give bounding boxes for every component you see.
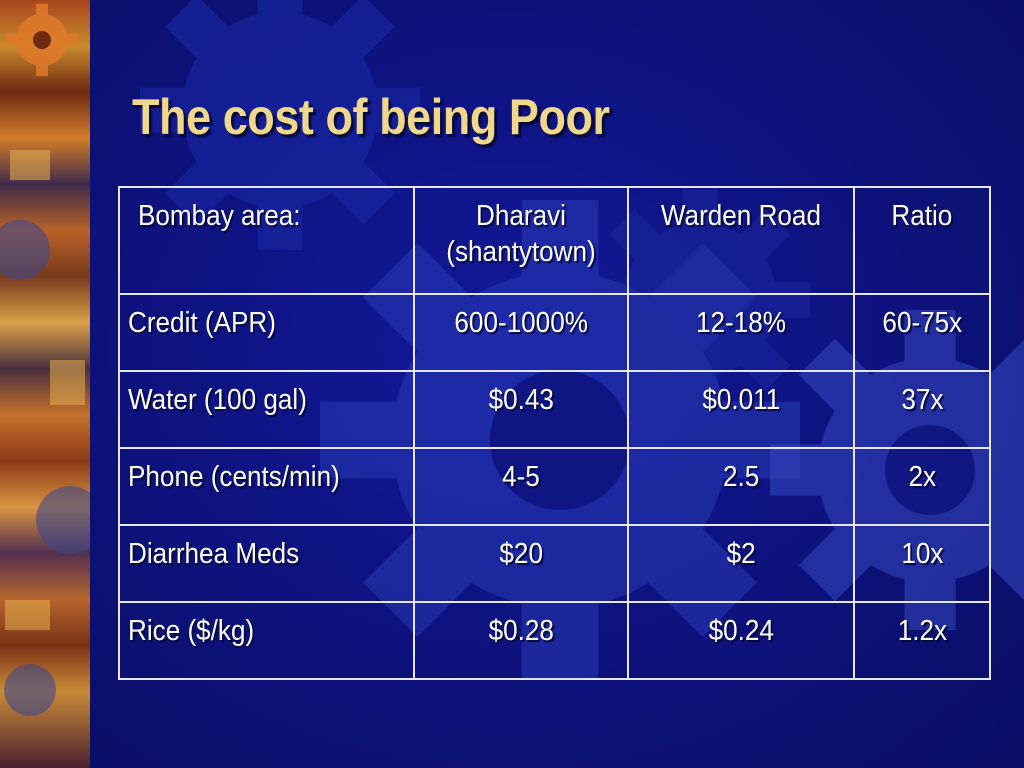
row-warden-value: 12-18% — [696, 307, 787, 339]
row-item-cell: Water (100 gal) — [117, 370, 416, 449]
row-ratio-cell: 37x — [853, 370, 991, 449]
row-ratio-value: 60-75x — [882, 307, 962, 339]
header-area-label: Bombay area: — [138, 200, 301, 232]
row-item: Diarrhea Meds — [128, 538, 300, 570]
row-item-cell: Phone (cents/min) — [117, 447, 416, 526]
table-row: Diarrhea Meds $20 $2 10x — [117, 524, 991, 603]
row-ratio-value: 10x — [901, 538, 944, 570]
row-item-cell: Diarrhea Meds — [117, 524, 416, 603]
row-warden-value: $0.011 — [702, 384, 780, 416]
header-dharavi: Dharavi (shantytown) — [413, 186, 629, 295]
header-dharavi-sublabel: (shantytown) — [446, 236, 596, 268]
row-warden-value: $2 — [726, 538, 756, 570]
row-warden-cell: $0.011 — [626, 370, 856, 449]
row-warden-value: $0.24 — [708, 615, 774, 647]
row-warden-cell: 2.5 — [626, 447, 856, 526]
table-row: Phone (cents/min) 4-5 2.5 2x — [117, 447, 991, 526]
row-item: Credit (APR) — [128, 307, 276, 339]
row-ratio-cell: 1.2x — [853, 601, 991, 680]
cost-comparison-table: Bombay area: Dharavi (shantytown) Warden… — [117, 186, 991, 680]
row-ratio-value: 37x — [901, 384, 944, 416]
table-row: Rice ($/kg) $0.28 $0.24 1.2x — [117, 601, 991, 680]
row-warden-value: 2.5 — [722, 461, 760, 493]
row-warden-cell: $0.24 — [626, 601, 856, 680]
row-dharavi-value: $20 — [499, 538, 543, 570]
row-dharavi-value: 600-1000% — [454, 307, 588, 339]
row-dharavi-value: 4-5 — [502, 461, 540, 493]
table-header-row: Bombay area: Dharavi (shantytown) Warden… — [117, 186, 991, 295]
row-dharavi-value: $0.28 — [488, 615, 554, 647]
header-ratio: Ratio — [853, 186, 991, 295]
row-item: Water (100 gal) — [128, 384, 307, 416]
row-warden-cell: 12-18% — [626, 293, 856, 372]
header-warden-label: Warden Road — [660, 200, 822, 232]
row-dharavi-value: $0.43 — [488, 384, 554, 416]
header-warden-road: Warden Road — [626, 186, 856, 295]
row-ratio-cell: 2x — [853, 447, 991, 526]
header-area: Bombay area: — [117, 186, 416, 295]
row-item-cell: Credit (APR) — [117, 293, 416, 372]
decorative-left-strip — [0, 0, 90, 768]
header-ratio-label: Ratio — [891, 200, 953, 232]
row-ratio-cell: 10x — [853, 524, 991, 603]
row-dharavi-cell: 4-5 — [413, 447, 629, 526]
strip-gear-icon — [0, 4, 90, 716]
slide-title: The cost of being Poor — [132, 89, 610, 145]
row-warden-cell: $2 — [626, 524, 856, 603]
row-dharavi-cell: $0.43 — [413, 370, 629, 449]
table-row: Credit (APR) 600-1000% 12-18% 60-75x — [117, 293, 991, 372]
header-dharavi-label: Dharavi — [476, 200, 566, 232]
row-dharavi-cell: $0.28 — [413, 601, 629, 680]
row-dharavi-cell: 600-1000% — [413, 293, 629, 372]
row-ratio-cell: 60-75x — [853, 293, 991, 372]
row-item: Rice ($/kg) — [128, 615, 255, 647]
row-item: Phone (cents/min) — [128, 461, 340, 493]
row-dharavi-cell: $20 — [413, 524, 629, 603]
row-ratio-value: 2x — [908, 461, 936, 493]
row-item-cell: Rice ($/kg) — [117, 601, 416, 680]
table-row: Water (100 gal) $0.43 $0.011 37x — [117, 370, 991, 449]
row-ratio-value: 1.2x — [897, 615, 947, 647]
